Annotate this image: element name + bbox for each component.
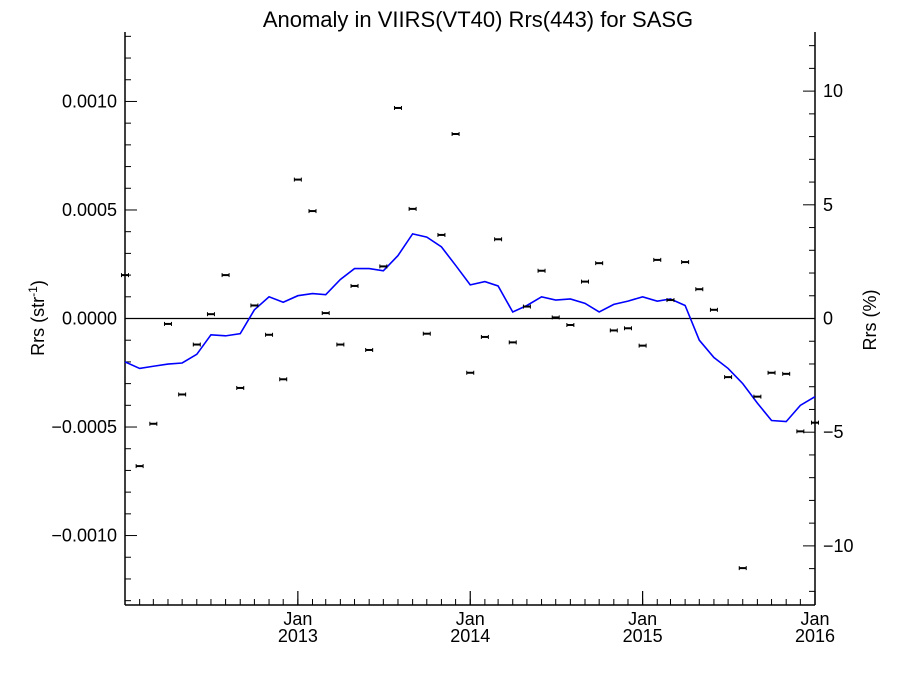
anomaly-point	[466, 370, 475, 375]
x-tick-year-label: 2015	[623, 626, 663, 646]
x-tick-month-label: Jan	[456, 609, 485, 629]
x-tick-year-label: 2013	[278, 626, 318, 646]
y-right-tick-label: −5	[823, 422, 844, 442]
anomaly-point	[724, 375, 733, 380]
anomaly-point	[709, 307, 718, 312]
y-tick-label: 0.0010	[62, 91, 117, 111]
anomaly-point	[206, 312, 215, 317]
anomaly-point	[551, 315, 560, 320]
anomaly-point	[522, 304, 531, 309]
running-mean-line	[124, 232, 816, 423]
x-tick-year-label: 2014	[450, 626, 490, 646]
y-axis-ticks: 0.0010 0.0005 0.0000 −0.0005 −0.0010	[51, 35, 137, 602]
anomaly-point	[796, 429, 805, 434]
anomaly-point	[293, 177, 302, 182]
y-tick-label: 0.0000	[62, 309, 117, 329]
anomaly-point	[811, 420, 819, 425]
anomaly-point	[178, 392, 187, 397]
chart-title: Anomaly in VIIRS(VT40) Rrs(443) for SASG	[263, 7, 693, 32]
anomaly-point	[738, 566, 747, 571]
y-right-tick-label: 5	[823, 195, 833, 215]
anomaly-point	[653, 257, 662, 262]
y-tick-label: 0.0005	[62, 200, 117, 220]
anomaly-point	[393, 105, 402, 110]
anomaly-point	[566, 323, 575, 328]
anomaly-point	[236, 385, 245, 390]
anomaly-point	[321, 311, 330, 316]
anomaly-point	[422, 331, 431, 336]
anomaly-point	[638, 343, 647, 348]
anomaly-point	[782, 371, 791, 376]
x-tick-year-label: 2016	[795, 626, 835, 646]
anomaly-point	[279, 377, 288, 382]
anomaly-point	[336, 342, 345, 347]
y-right-tick-label: 10	[823, 81, 843, 101]
anomaly-point	[753, 394, 762, 399]
anomaly-point	[494, 237, 503, 242]
y-axis-title: Rrs (str-1)	[26, 280, 48, 356]
anomaly-point	[508, 340, 517, 345]
anomaly-point	[308, 209, 317, 214]
anomaly-point	[250, 303, 259, 308]
anomaly-point	[163, 321, 172, 326]
anomaly-point	[480, 334, 489, 339]
anomaly-point	[149, 421, 158, 426]
anomaly-point	[695, 287, 704, 292]
y-tick-label: −0.0010	[51, 526, 117, 546]
y-right-tick-label: 0	[823, 309, 833, 329]
anomaly-point	[192, 342, 201, 347]
anomaly-point	[221, 273, 230, 278]
anomaly-point	[581, 279, 589, 284]
x-tick-month-label: Jan	[800, 609, 829, 629]
anomaly-point	[623, 326, 632, 331]
y-right-axis-ticks: 10 5 0 −5 −10	[803, 45, 854, 592]
anomaly-point	[135, 464, 144, 469]
anomaly-point	[365, 347, 374, 352]
x-tick-month-label: Jan	[628, 609, 657, 629]
y-right-axis-title: Rrs (%)	[860, 290, 880, 351]
anomaly-point	[537, 268, 546, 273]
anomaly-point	[609, 328, 618, 333]
y-right-tick-label: −10	[823, 536, 854, 556]
anomaly-point	[350, 283, 359, 288]
x-tick-month-label: Jan	[283, 609, 312, 629]
anomaly-points	[121, 105, 819, 571]
anomaly-point	[681, 260, 690, 265]
anomaly-point	[379, 264, 388, 269]
anomaly-point	[595, 261, 604, 266]
anomaly-point	[408, 206, 417, 211]
anomaly-point	[767, 370, 776, 375]
anomaly-point	[121, 273, 129, 278]
anomaly-point	[265, 332, 274, 337]
y-tick-label: −0.0005	[51, 417, 117, 437]
anomaly-point	[437, 232, 446, 237]
anomaly-point	[451, 132, 460, 137]
anomaly-point	[666, 298, 675, 303]
